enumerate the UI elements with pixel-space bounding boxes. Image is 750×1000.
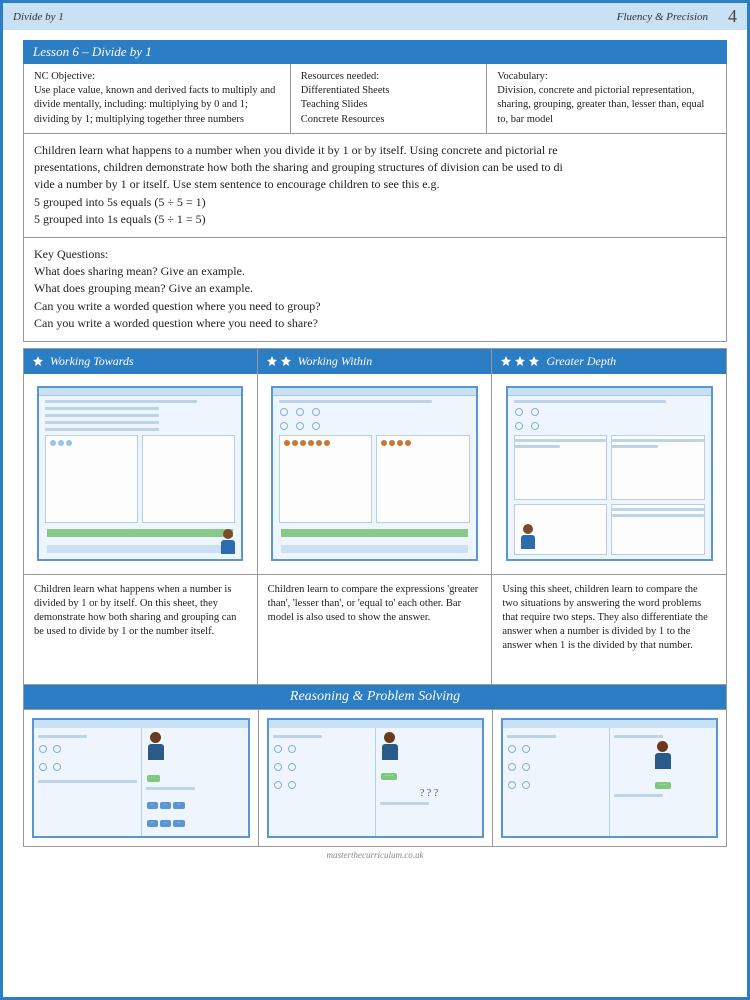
keyq-3: Can you write a worded question where yo… <box>34 316 318 330</box>
worksheet-thumb-depth <box>506 386 713 561</box>
question-mark-icon: ? ? ? <box>380 788 478 799</box>
level-depth-header: Greater Depth <box>492 349 726 374</box>
level-towards-header: Working Towards <box>24 349 257 374</box>
thumb-area-depth <box>492 374 726 574</box>
thumb-area-towards <box>24 374 257 574</box>
info-row: NC Objective: Use place value, known and… <box>23 64 727 134</box>
level-within-desc: Children learn to compare the expression… <box>258 574 492 684</box>
avatar-icon <box>146 732 166 762</box>
level-depth-desc: Using this sheet, children learn to comp… <box>492 574 726 684</box>
worksheet-thumb-towards <box>37 386 243 561</box>
top-bar: Divide by 1 Fluency & Precision 4 <box>3 3 747 30</box>
objective-label: NC Objective: <box>34 71 95 82</box>
keyq-label: Key Questions: <box>34 247 108 261</box>
thumb-area-within <box>258 374 492 574</box>
avatar-icon <box>219 529 237 555</box>
rps-thumb-3: ····· <box>501 718 718 838</box>
vocab-text: Division, concrete and pictorial represe… <box>497 85 704 124</box>
stars-icon <box>32 355 44 367</box>
vocab-label: Vocabulary: <box>497 71 548 82</box>
level-within-header: Working Within <box>258 349 492 374</box>
rps-header: Reasoning & Problem Solving <box>23 685 727 709</box>
keyq-1: What does grouping mean? Give an example… <box>34 281 253 295</box>
keyq-2: Can you write a worded question where yo… <box>34 299 321 313</box>
page-container: Divide by 1 Fluency & Precision 4 Lesson… <box>0 0 750 1000</box>
stars-icon <box>500 355 540 367</box>
objective-text: Use place value, known and derived facts… <box>34 85 275 124</box>
description-box: Children learn what happens to a number … <box>23 134 727 238</box>
rps-thumb-2: ····· ? ? ? <box>267 718 484 838</box>
levels-row: Working Towards <box>23 348 727 685</box>
resources-cell: Resources needed: Differentiated Sheets … <box>291 64 488 133</box>
rps-col-2: ····· ? ? ? <box>258 710 492 846</box>
topic-title: Divide by 1 <box>13 11 64 23</box>
page-number: 4 <box>728 6 737 27</box>
objective-cell: NC Objective: Use place value, known and… <box>24 64 291 133</box>
content-area: Lesson 6 – Divide by 1 NC Objective: Use… <box>3 30 747 997</box>
level-towards-title: Working Towards <box>50 354 134 369</box>
avatar-icon <box>653 741 673 771</box>
level-depth: Greater Depth <box>492 348 727 685</box>
rps-col-3: ····· <box>492 710 726 846</box>
level-depth-title: Greater Depth <box>546 354 616 369</box>
level-towards: Working Towards <box>23 348 258 685</box>
footer-text: masterthecurriculum.co.uk <box>23 847 727 863</box>
level-within: Working Within <box>258 348 493 685</box>
level-within-title: Working Within <box>298 354 373 369</box>
resources-label: Resources needed: <box>301 71 379 82</box>
resources-text: Differentiated Sheets Teaching Slides Co… <box>301 85 390 124</box>
keyq-0: What does sharing mean? Give an example. <box>34 264 245 278</box>
avatar-icon <box>380 732 400 762</box>
section-label: Fluency & Precision <box>617 11 708 23</box>
rps-col-1: ··· ······ ······ <box>24 710 258 846</box>
vocab-cell: Vocabulary: Division, concrete and picto… <box>487 64 726 133</box>
level-towards-desc: Children learn what happens when a numbe… <box>24 574 257 684</box>
key-questions-box: Key Questions: What does sharing mean? G… <box>23 238 727 342</box>
lesson-header: Lesson 6 – Divide by 1 <box>23 40 727 64</box>
worksheet-thumb-within <box>271 386 478 561</box>
stars-icon <box>266 355 292 367</box>
description-text: Children learn what happens to a number … <box>34 143 563 227</box>
rps-thumb-1: ··· ······ ······ <box>32 718 250 838</box>
top-bar-right: Fluency & Precision 4 <box>617 6 737 27</box>
rps-row: ··· ······ ······ <box>23 709 727 847</box>
